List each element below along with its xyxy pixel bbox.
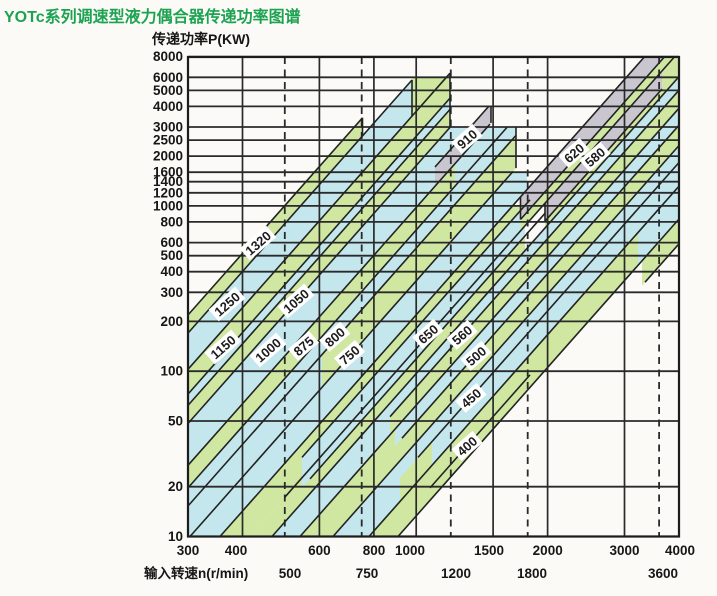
svg-text:传递功率P(KW): 传递功率P(KW) [151,31,250,47]
svg-text:20: 20 [168,479,183,494]
svg-text:2000: 2000 [153,149,183,164]
svg-text:50: 50 [168,414,183,429]
svg-text:YOTc系列调速型液力偶合器传递功率图谱: YOTc系列调速型液力偶合器传递功率图谱 [4,7,301,26]
svg-text:5000: 5000 [153,83,183,98]
svg-text:600: 600 [160,235,183,250]
svg-text:1000: 1000 [153,198,183,213]
svg-text:2500: 2500 [153,133,183,148]
svg-text:4000: 4000 [153,99,183,114]
svg-text:输入转速n(r/min): 输入转速n(r/min) [144,565,248,581]
svg-text:1200: 1200 [441,566,471,581]
svg-text:3000: 3000 [609,543,639,558]
svg-text:500: 500 [279,566,302,581]
svg-text:100: 100 [160,364,183,379]
svg-text:1200: 1200 [153,185,183,200]
svg-text:400: 400 [225,543,248,558]
svg-text:1400: 1400 [153,174,183,189]
svg-text:500: 500 [160,248,183,263]
svg-text:1500: 1500 [474,543,504,558]
svg-text:1000: 1000 [395,543,425,558]
svg-text:300: 300 [160,285,183,300]
svg-text:10: 10 [168,529,183,544]
svg-text:8000: 8000 [153,49,183,64]
svg-text:1800: 1800 [517,566,547,581]
svg-text:2000: 2000 [533,543,563,558]
svg-text:3600: 3600 [648,566,678,581]
svg-text:300: 300 [177,543,200,558]
svg-text:750: 750 [356,566,379,581]
svg-text:3000: 3000 [153,120,183,135]
svg-text:400: 400 [160,264,183,279]
svg-text:6000: 6000 [153,70,183,85]
svg-text:800: 800 [160,214,183,229]
svg-text:600: 600 [308,543,331,558]
svg-text:4000: 4000 [665,543,695,558]
svg-text:800: 800 [363,543,386,558]
svg-text:200: 200 [160,314,183,329]
svg-text:1600: 1600 [153,165,183,180]
